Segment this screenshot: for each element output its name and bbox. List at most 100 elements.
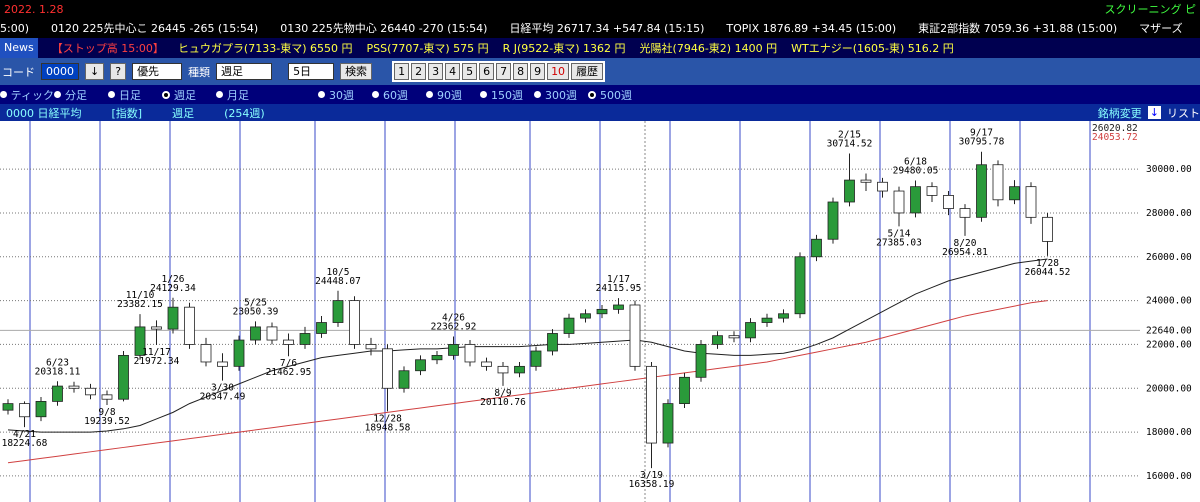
candle-body xyxy=(959,208,971,218)
candle-body xyxy=(118,354,129,400)
radio[interactable]: 60週 xyxy=(372,87,426,103)
screening-link[interactable]: スクリーニング ピ xyxy=(1104,3,1197,16)
annotation-value: 19239.52 xyxy=(84,416,130,427)
candle-body xyxy=(35,401,47,418)
ma-value-label: 26020.82 xyxy=(1092,123,1138,134)
candle-body xyxy=(1025,186,1037,218)
candle-body xyxy=(926,186,938,196)
candle-body xyxy=(794,256,806,315)
candle-body xyxy=(662,403,674,444)
candle-body xyxy=(992,164,1004,201)
ticker: 5:00) xyxy=(0,21,29,35)
y-tick-label: 30000.00 xyxy=(1146,164,1192,175)
candle-body xyxy=(415,359,426,372)
candle-body xyxy=(547,333,558,352)
annotation-value: 20347.49 xyxy=(200,392,246,403)
candle-body xyxy=(530,350,542,367)
radio[interactable]: 月足 xyxy=(216,87,270,103)
y-tick-label: 26000.00 xyxy=(1146,252,1192,263)
candle-body xyxy=(497,365,509,374)
days-select[interactable]: 5日 xyxy=(288,63,335,80)
title-bar: 0000 日経平均 [指数] 週足 (254週) 銘柄変更 ↓ リスト xyxy=(0,104,1200,121)
annotation-date: 3/19 xyxy=(640,470,663,481)
annotation-date: 1/28 xyxy=(1036,258,1059,269)
list-link[interactable]: リスト xyxy=(1167,106,1200,120)
page-button[interactable]: 6 xyxy=(479,63,495,80)
radio[interactable]: 500週 xyxy=(588,87,642,103)
news-item: 光陽社(7946-東2) 1400 円 xyxy=(639,42,778,55)
page-buttons: 1 2 3 4 5 6 7 8 9 10 履歴 xyxy=(392,61,606,82)
radio[interactable]: 日足 xyxy=(108,87,162,103)
page-button[interactable]: 3 xyxy=(428,63,444,80)
annotation-value: 21462.95 xyxy=(266,367,312,378)
page-button[interactable]: 4 xyxy=(445,63,461,80)
kind-label: 種類 xyxy=(188,65,211,79)
page-button[interactable]: 7 xyxy=(496,63,512,80)
candle-body xyxy=(728,335,740,339)
radio[interactable]: 分足 xyxy=(54,87,108,103)
radio[interactable]: 90週 xyxy=(426,87,480,103)
news-item: PSS(7707-東マ) 575 円 xyxy=(366,42,489,55)
code-input[interactable]: 0000 xyxy=(41,63,79,80)
candle-body xyxy=(332,300,344,323)
ticker: 0130 225先物中心 26440 -270 (15:54) xyxy=(280,22,488,35)
candle-body xyxy=(976,164,987,218)
news-headline: 【ストップ高 15:00】 xyxy=(51,42,164,55)
radio[interactable]: ティック xyxy=(0,87,54,103)
page-button[interactable]: 2 xyxy=(411,63,427,80)
candle-body xyxy=(365,344,377,350)
radio[interactable]: 300週 xyxy=(534,87,588,103)
annotation-value: 21972.34 xyxy=(134,356,180,367)
ticker: 0120 225先中心こ 26445 -265 (15:54) xyxy=(51,22,259,35)
y-tick-label: 22000.00 xyxy=(1146,339,1192,350)
annotation-date: 8/20 xyxy=(954,238,977,249)
page-button[interactable]: 9 xyxy=(530,63,546,80)
radio[interactable]: 週足 xyxy=(162,87,216,103)
candle-body xyxy=(514,365,525,374)
annotation-value: 27385.03 xyxy=(876,237,922,248)
candle-body xyxy=(712,335,723,345)
candle-body xyxy=(448,344,459,356)
annotation-date: 3/30 xyxy=(211,383,234,394)
page-button[interactable]: 10 xyxy=(547,63,570,80)
moving-average xyxy=(7,258,1048,433)
candle-body xyxy=(860,179,872,183)
annotation-value: 22362.92 xyxy=(431,321,477,332)
annotation-date: 4/21 xyxy=(13,429,36,440)
help-button[interactable]: ? xyxy=(110,63,127,80)
radio[interactable]: 150週 xyxy=(480,87,534,103)
candle-body xyxy=(101,394,113,400)
down-button[interactable]: ↓ xyxy=(85,63,105,80)
annotation-value: 20110.76 xyxy=(480,397,526,408)
annotation-value: 16358.19 xyxy=(629,479,675,490)
candle-body xyxy=(877,181,888,192)
annotation-value: 30714.52 xyxy=(827,138,873,149)
annotation-date: 4/26 xyxy=(442,312,465,323)
page-button[interactable]: 8 xyxy=(513,63,529,80)
page-button[interactable]: 5 xyxy=(462,63,478,80)
candle-body xyxy=(200,344,212,363)
news-button[interactable]: News xyxy=(0,38,38,58)
controls: コード 0000 ↓ ? 優先 種類 週足 5日 検索 1 2 3 4 5 6 7 8 9 10 履… xyxy=(0,58,1200,85)
chart: 16000.00 18000.00 20000.00 22000.00 24000.00… xyxy=(0,121,1200,502)
page-button[interactable]: 1 xyxy=(394,63,410,80)
change-link[interactable]: 銘柄変更 xyxy=(1097,106,1142,120)
top-bar: 2022. 1.28 スクリーニング ピ xyxy=(0,0,1200,18)
kind-select[interactable]: 週足 xyxy=(216,63,273,80)
history-button[interactable]: 履歴 xyxy=(571,63,604,80)
radio[interactable]: 30週 xyxy=(318,87,372,103)
candle-body xyxy=(778,313,789,319)
annotation-date: 1/26 xyxy=(162,274,185,285)
annotation-value: 24129.34 xyxy=(150,283,196,294)
search-button[interactable]: 検索 xyxy=(340,63,373,80)
reference-label: 22640.00 xyxy=(1146,325,1192,336)
candle-body xyxy=(745,322,756,339)
annotation-value: 24448.07 xyxy=(315,276,361,287)
candle-body xyxy=(811,238,822,258)
candle-body xyxy=(233,339,245,367)
y-tick-label: 16000.00 xyxy=(1146,471,1192,482)
y-tick-label: 20000.00 xyxy=(1146,383,1192,394)
order-select[interactable]: 優先 xyxy=(132,63,183,80)
candle-body xyxy=(464,344,476,363)
arrow-button[interactable]: ↓ xyxy=(1147,106,1161,119)
